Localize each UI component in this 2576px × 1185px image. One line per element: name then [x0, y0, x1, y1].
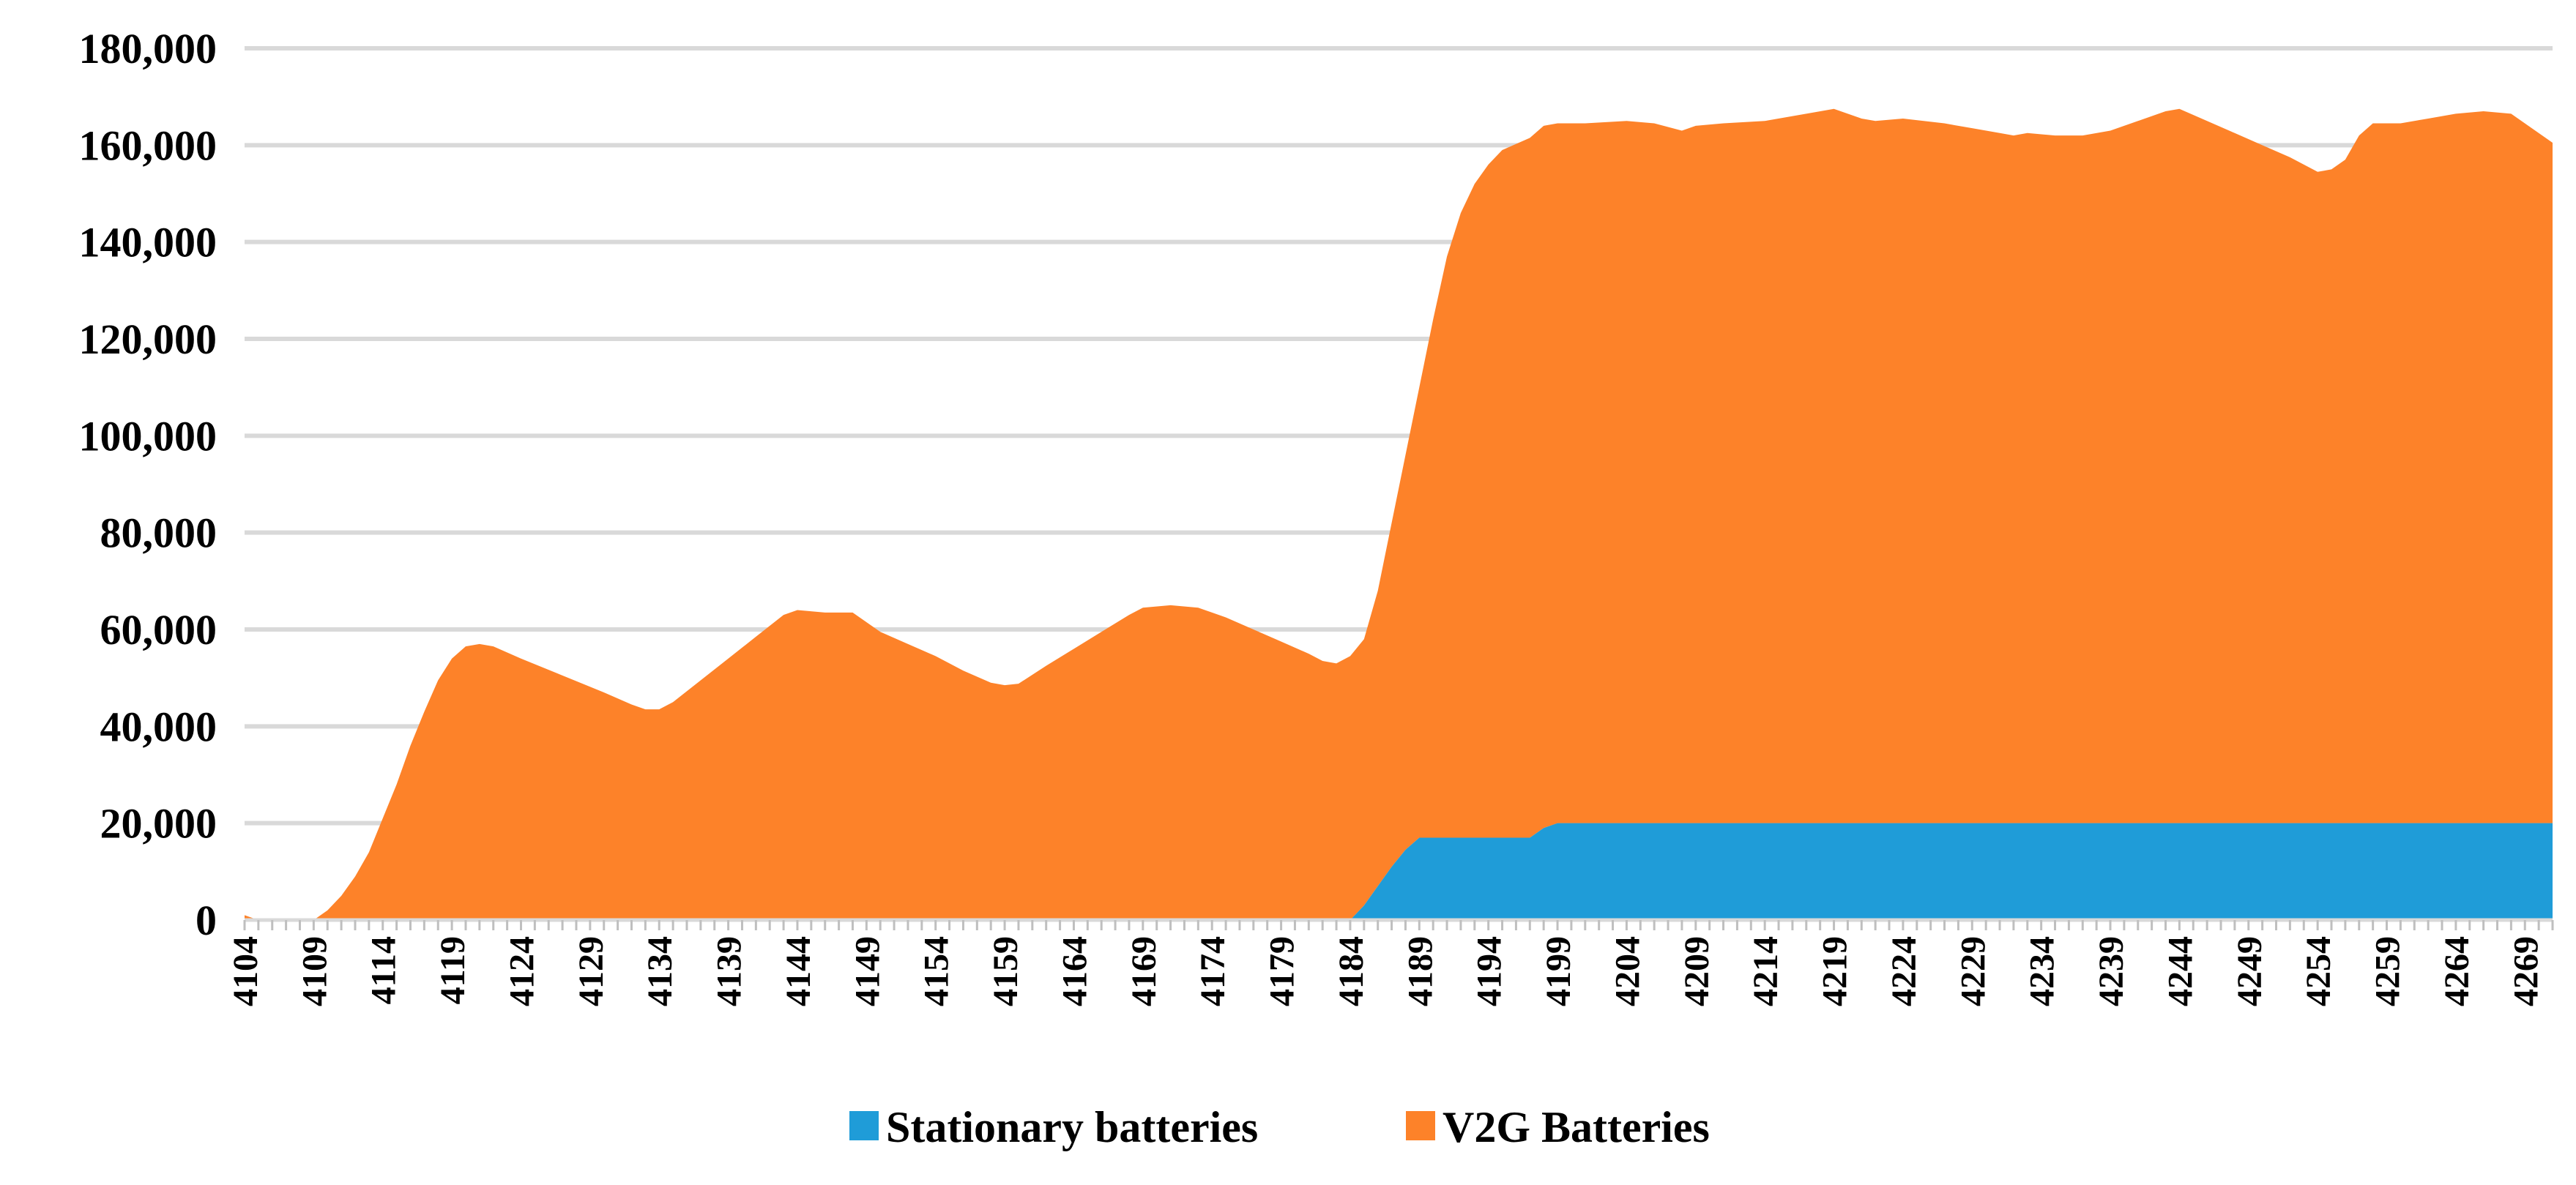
legend-label-v2g-batteries: V2G Batteries — [1443, 1103, 1710, 1151]
y-tick-label: 140,000 — [79, 219, 217, 266]
legend: Stationary batteries V2G Batteries — [849, 1103, 1710, 1151]
x-tick-label: 4249 — [2230, 936, 2269, 1006]
x-tick-label: 4189 — [1401, 936, 1440, 1006]
x-tick-label: 4109 — [295, 936, 334, 1006]
x-tick-label: 4264 — [2438, 936, 2476, 1006]
y-tick-label: 180,000 — [79, 25, 217, 72]
legend-label-stationary-batteries: Stationary batteries — [886, 1103, 1258, 1151]
x-tick-label: 4129 — [572, 936, 611, 1006]
y-axis: 0 20,000 40,000 60,000 80,000 100,000 120,000 1… — [79, 25, 217, 944]
x-tick-label: 4214 — [1746, 936, 1785, 1006]
x-tick-label: 4104 — [226, 936, 265, 1006]
x-tick-label: 4269 — [2506, 936, 2545, 1006]
x-tick-label: 4239 — [2092, 936, 2131, 1006]
x-tick-label: 4169 — [1125, 936, 1164, 1006]
x-tick-label: 4244 — [2161, 936, 2200, 1006]
y-tick-label: 20,000 — [100, 800, 217, 848]
series-area-stationary-batteries — [245, 823, 2553, 920]
x-tick-label: 4134 — [641, 936, 680, 1006]
x-tick-label: 4209 — [1678, 936, 1716, 1006]
x-tick-label: 4219 — [1816, 936, 1855, 1006]
x-tick-label: 4144 — [779, 936, 818, 1006]
y-tick-label: 80,000 — [100, 509, 217, 557]
legend-swatch-v2g-batteries — [1406, 1111, 1435, 1140]
x-tick-label: 4174 — [1194, 936, 1232, 1006]
y-tick-label: 120,000 — [79, 315, 217, 363]
x-tick-label: 4139 — [710, 936, 749, 1006]
x-tick-label: 4204 — [1608, 936, 1647, 1006]
x-tick-label: 4124 — [502, 936, 541, 1006]
x-tick-label: 4254 — [2299, 936, 2338, 1006]
x-tick-label: 4199 — [1539, 936, 1578, 1006]
series-area-v2g-batteries — [245, 108, 2553, 920]
legend-swatch-stationary-batteries — [849, 1111, 879, 1140]
x-tick-label: 4119 — [433, 936, 472, 1004]
x-tick-label: 4224 — [1885, 936, 1924, 1006]
x-tick-label: 4194 — [1470, 936, 1509, 1006]
x-tick-label: 4159 — [986, 936, 1025, 1006]
x-tick-label: 4164 — [1055, 936, 1094, 1006]
y-tick-label: 40,000 — [100, 703, 217, 750]
series-areas — [245, 108, 2553, 920]
x-tick-label: 4114 — [365, 936, 403, 1004]
y-tick-label: 160,000 — [79, 122, 217, 169]
y-tick-label: 100,000 — [79, 412, 217, 460]
x-tick-label: 4179 — [1263, 936, 1302, 1006]
x-tick-label: 4229 — [1954, 936, 1992, 1006]
x-tick-label: 4259 — [2369, 936, 2408, 1006]
x-tick-label: 4184 — [1332, 936, 1371, 1006]
x-tick-label: 4234 — [2023, 936, 2062, 1006]
x-axis: 4104 4109 4114 4119 4124 4129 4134 4139 4144 4149… — [226, 918, 2554, 1006]
x-tick-label: 4149 — [848, 936, 887, 1006]
y-tick-label: 0 — [196, 897, 217, 944]
x-tick-label: 4154 — [917, 936, 956, 1006]
y-tick-label: 60,000 — [100, 606, 217, 654]
